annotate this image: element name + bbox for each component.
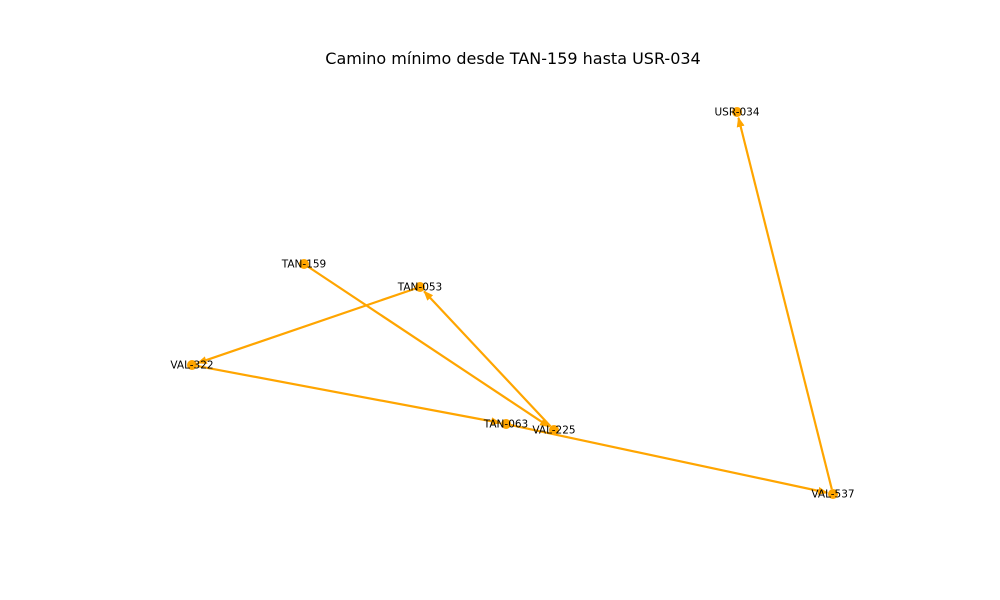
node-label-tan-063: TAN-063: [483, 419, 528, 431]
node-val-537: [828, 489, 838, 499]
node-usr-034: [732, 107, 742, 117]
edge-val-225-to-tan-053: [423, 290, 552, 428]
node-label-val-537: VAL-537: [811, 489, 854, 501]
labels-layer: TAN-159 VAL-225 TAN-053 VAL-322 TAN-063 VAL-5…: [170, 107, 854, 501]
graph-title: Camino mínimo desde TAN-159 hasta USR-03…: [325, 49, 700, 68]
node-label-val-322: VAL-322: [170, 360, 213, 372]
node-label-val-225: VAL-225: [532, 425, 575, 437]
edge-val-537-to-usr-034: [736, 116, 833, 490]
edge-tan-063-to-val-537: [510, 423, 829, 495]
node-label-tan-159: TAN-159: [281, 259, 326, 271]
edge-tan-159-to-val-225: [307, 265, 550, 428]
node-label-tan-053: TAN-053: [397, 282, 442, 294]
node-val-225: [549, 425, 559, 435]
node-label-usr-034: USR-034: [714, 107, 759, 119]
node-val-322: [187, 360, 197, 370]
node-tan-159: [299, 259, 309, 269]
edge-val-322-to-tan-063: [196, 364, 502, 426]
nodes-layer: [187, 107, 838, 499]
edge-tan-053-to-val-322: [196, 287, 416, 365]
edges-layer: [196, 116, 833, 495]
node-tan-063: [501, 419, 511, 429]
node-tan-053: [415, 282, 425, 292]
